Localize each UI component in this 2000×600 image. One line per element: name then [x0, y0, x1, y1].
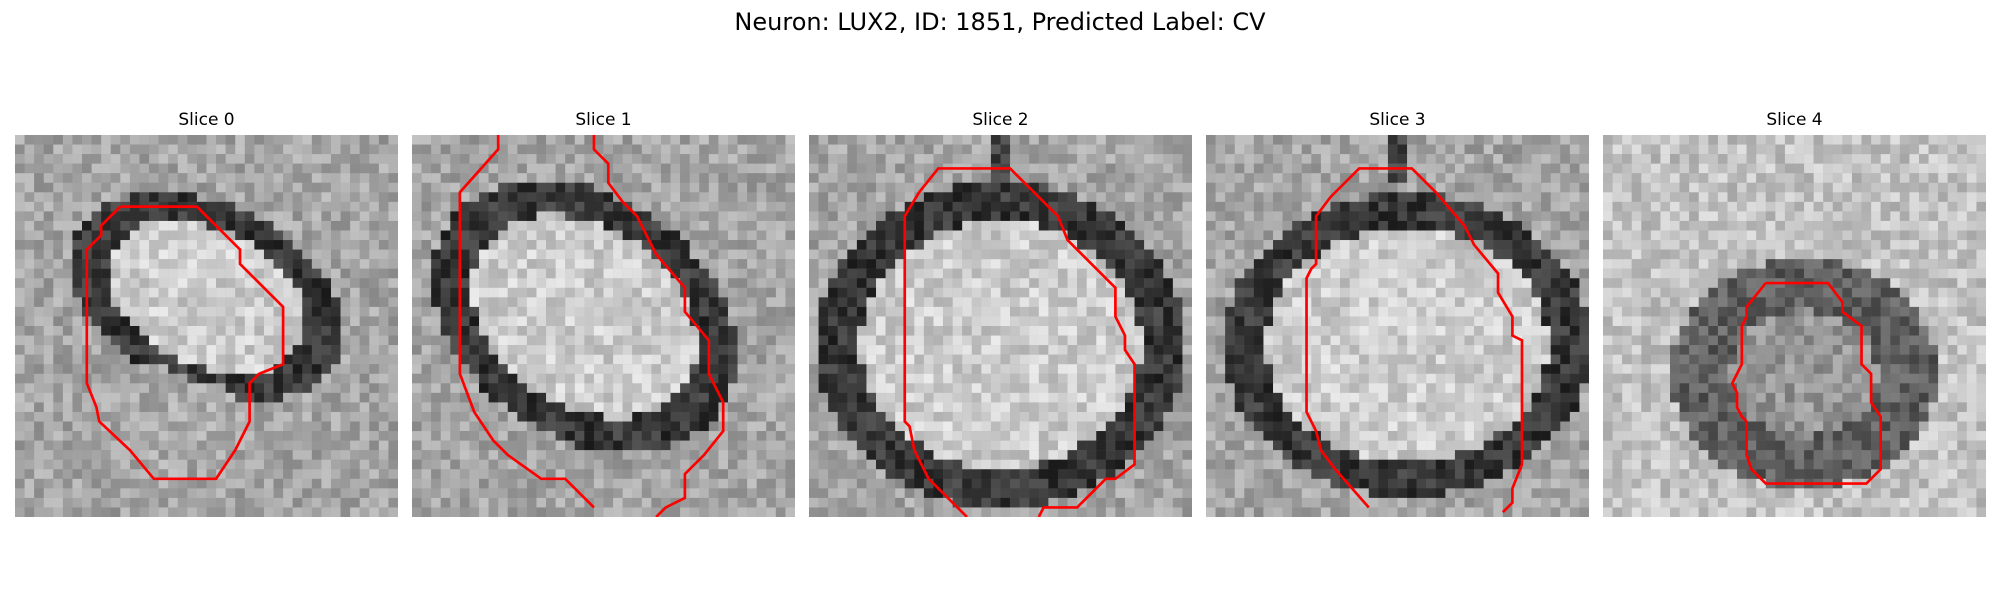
- slice-1-grayscale-pixels: [412, 135, 795, 517]
- slice-title-0: Slice 0: [178, 110, 235, 130]
- figure-title: Neuron: LUX2, ID: 1851, Predicted Label:…: [734, 8, 1266, 36]
- slice-1-red-contour-left: [458, 135, 595, 509]
- slice-panel-3: Slice 3: [1206, 110, 1589, 517]
- slice-2-grayscale-pixels: [809, 135, 1192, 517]
- slice-panel-0: Slice 0: [15, 110, 398, 517]
- slice-title-3: Slice 3: [1369, 110, 1426, 130]
- slice-0-grayscale-pixels: [15, 135, 398, 517]
- slice-1-red-contour-right: [592, 135, 725, 517]
- slice-image-2: [809, 135, 1192, 517]
- slice-image-4: [1603, 135, 1986, 517]
- slice-title-2: Slice 2: [972, 110, 1029, 130]
- slice-4-svg: [1603, 135, 1986, 517]
- slice-image-0: [15, 135, 398, 517]
- slice-panel-4: Slice 4: [1603, 110, 1986, 517]
- slice-title-1: Slice 1: [575, 110, 632, 130]
- slice-4-grayscale-pixels: [1603, 135, 1986, 517]
- slice-4-red-contour: [1730, 281, 1883, 485]
- slice-3-svg: [1206, 135, 1589, 517]
- slice-image-1: [412, 135, 795, 517]
- slice-0-svg: [15, 135, 398, 517]
- slice-image-3: [1206, 135, 1589, 517]
- slice-1-svg: [412, 135, 795, 517]
- slice-3-red-contour: [1305, 167, 1524, 514]
- slice-0-red-contour: [85, 205, 285, 481]
- slice-2-red-contour-left: [903, 167, 1136, 517]
- slice-panel-1: Slice 1: [412, 110, 795, 517]
- slice-title-4: Slice 4: [1766, 110, 1823, 130]
- slice-panel-2: Slice 2: [809, 110, 1192, 517]
- slice-3-grayscale-pixels: [1206, 135, 1589, 517]
- slice-2-svg: [809, 135, 1192, 517]
